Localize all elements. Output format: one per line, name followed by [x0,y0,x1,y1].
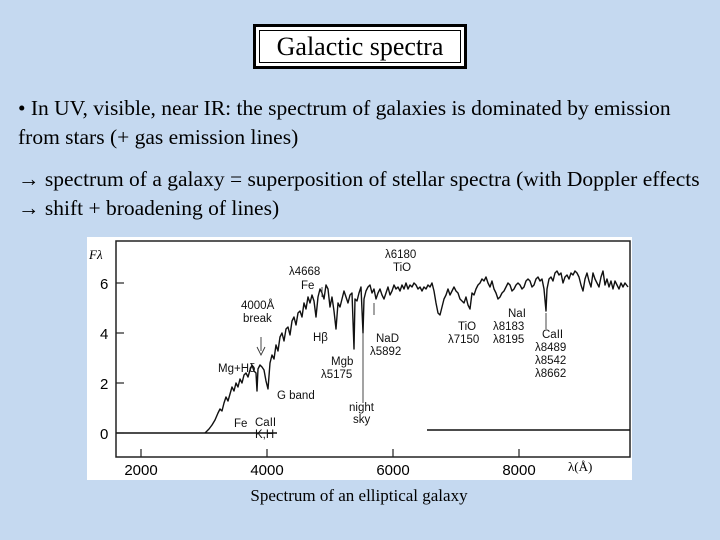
annotation-nad: NaD λ5892 [370,333,402,358]
slide-title: Galactic spectra [276,31,444,61]
y-tick-label: 4 [100,326,108,343]
x-axis-ticks [140,449,520,457]
annotation-leaders [260,287,547,403]
y-tick-label: 0 [100,426,108,443]
annotation-4000-break: 4000Å break [241,299,277,325]
x-tick-label: 6000 [376,462,409,479]
bullet-superposition: → spectrum of a galaxy = superposition o… [18,167,700,220]
slide-title-box: Galactic spectra [253,24,467,69]
annotation-tio-7150: TiO λ7150 [448,321,479,346]
annotation-mg-h: Mg+Hδ [218,363,255,375]
annotation-g-band: G band [277,390,315,402]
annotation-fe-low: Fe [234,418,247,430]
x-tick-label: 8000 [502,462,535,479]
annotation-ca-ii-triplet: CaII λ8489 λ8542 λ8662 [535,329,570,380]
y-tick-label: 2 [100,376,108,393]
annotation-ca-ii-kh: CaII K,H [255,417,279,441]
plot-frame [115,240,631,458]
annotation-mgb: Mgb λ5175 [321,356,357,381]
y-tick-label: 6 [100,276,108,293]
y-axis-ticks [116,282,124,434]
x-tick-label: 2000 [124,462,157,479]
break-arrow [256,346,266,357]
annotation-nai: NaI λ8183 λ8195 [493,308,529,346]
annotation-night-sky: night sky [349,402,377,426]
y-axis-label: Fλ [88,247,103,262]
x-axis-label: λ(Å) [568,459,592,474]
x-tick-label: 4000 [250,462,283,479]
annotation-lambda-4668: λ4668 Fe [289,266,324,292]
figure-caption: Spectrum of an elliptical galaxy [0,486,720,506]
figure-caption-text: Spectrum of an elliptical galaxy [250,486,468,505]
annotation-h-beta: Hβ [313,332,328,344]
annotation-tio-6180: λ6180 TiO [385,249,420,274]
spectrum-plot: 0 2 4 6 2000 4000 6000 8000 Fλ λ(Å) λ466… [88,240,631,479]
bullet-uv-visible-ir: • In UV, visible, near IR: the spectrum … [18,96,671,149]
spectrum-figure: 0 2 4 6 2000 4000 6000 8000 Fλ λ(Å) λ466… [87,237,632,480]
spectrum-trace [204,270,629,434]
